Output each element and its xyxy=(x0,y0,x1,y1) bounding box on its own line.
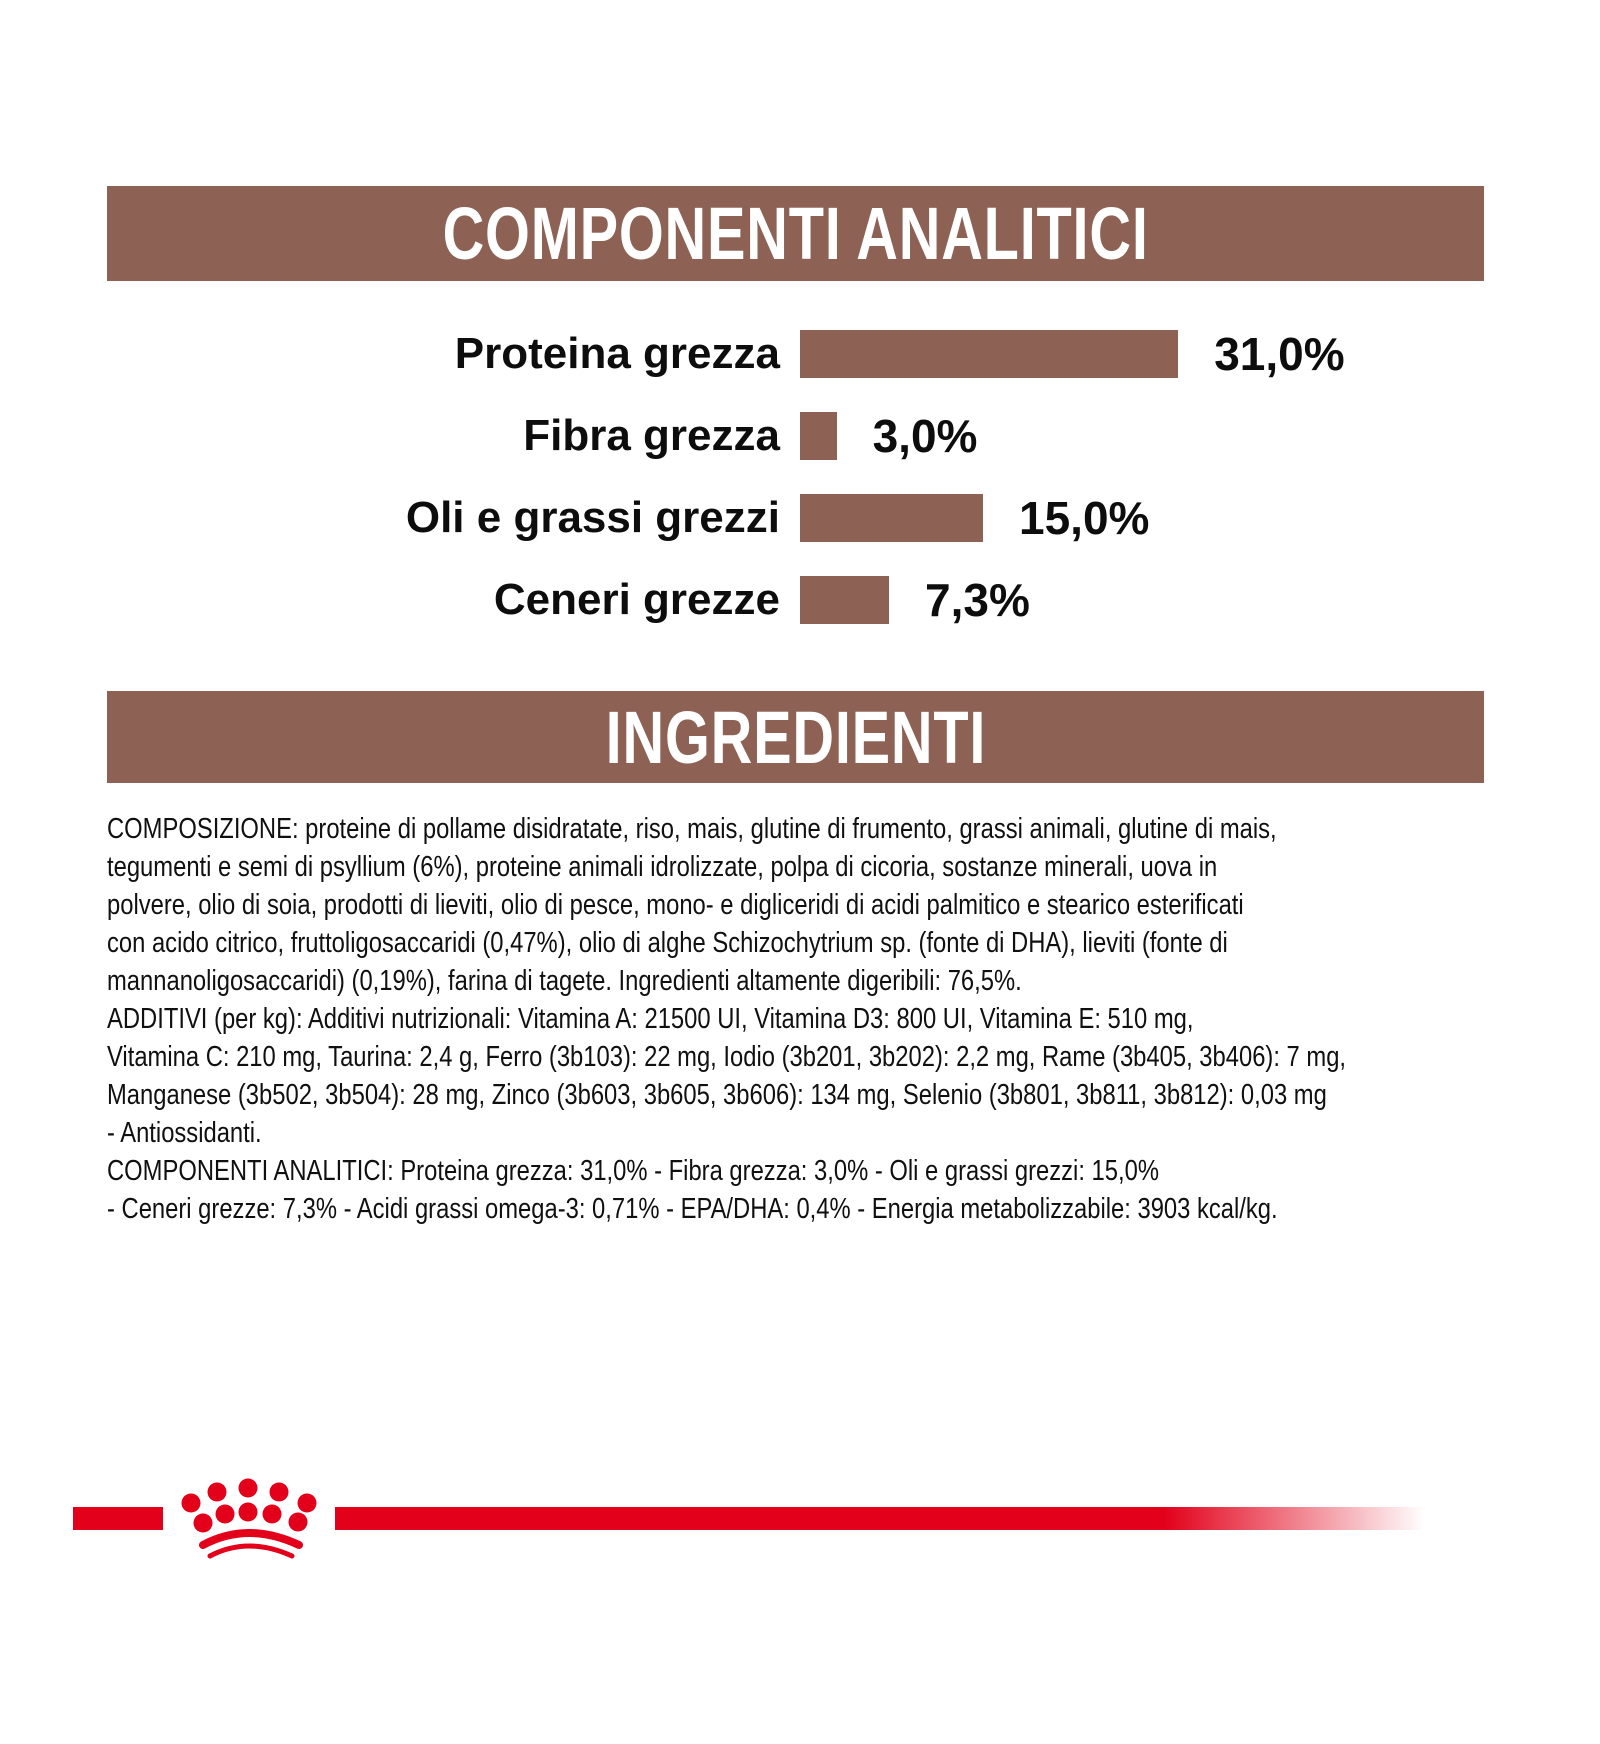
ingredients-text-line: - Ceneri grezze: 7,3% - Acidi grassi ome… xyxy=(107,1193,1278,1225)
chart-row-value: 7,3% xyxy=(925,574,1030,626)
ingredients-text-line: con acido citrico, fruttoligosaccaridi (… xyxy=(107,927,1228,959)
ingredients-section-title: INGREDIENTI xyxy=(605,695,986,779)
ingredients-text-line: Manganese (3b502, 3b504): 28 mg, Zinco (… xyxy=(107,1079,1327,1111)
ingredients-text-line: Vitamina C: 210 mg, Taurina: 2,4 g, Ferr… xyxy=(107,1041,1347,1073)
analytics-section-header: COMPONENTI ANALITICI xyxy=(107,186,1484,281)
chart-bar xyxy=(800,576,890,624)
chart-row-value: 3,0% xyxy=(872,410,978,462)
royal-canin-crown-icon xyxy=(178,1475,322,1567)
ingredients-text-line: COMPOSIZIONE: proteine di pollame disidr… xyxy=(107,813,1277,845)
chart-row-label: Ceneri grezze xyxy=(493,575,780,624)
chart-bar xyxy=(800,494,983,542)
ingredients-text-line: - Antiossidanti. xyxy=(107,1117,262,1149)
analytics-section-title: COMPONENTI ANALITICI xyxy=(442,192,1149,275)
chart-row: Fibra grezza 3,0% xyxy=(0,410,1600,462)
chart-bar xyxy=(800,412,837,460)
ingredients-text-line: polvere, olio di soia, prodotti di lievi… xyxy=(107,889,1244,921)
footer-red-line-right xyxy=(335,1507,1425,1530)
ingredients-section-header: INGREDIENTI xyxy=(107,691,1484,783)
chart-row: Ceneri grezze 7,3% xyxy=(0,574,1600,626)
ingredients-text-line: COMPONENTI ANALITICI: Proteina grezza: 3… xyxy=(107,1155,1159,1187)
ingredients-text-line: ADDITIVI (per kg): Additivi nutrizionali… xyxy=(107,1003,1194,1035)
ingredients-paragraph: COMPOSIZIONE: proteine di pollame disidr… xyxy=(107,810,1547,1228)
ingredients-text-line: mannanoligosaccaridi) (0,19%), farina di… xyxy=(107,965,1022,997)
ingredients-text-line: tegumenti e semi di psyllium (6%), prote… xyxy=(107,851,1218,883)
chart-bar xyxy=(800,330,1179,378)
chart-row-value: 31,0% xyxy=(1214,328,1345,380)
chart-row-label: Proteina grezza xyxy=(454,329,780,378)
footer-red-line-left xyxy=(73,1507,163,1530)
analytics-bar-chart: Proteina grezza 31,0% Fibra grezza 3,0% Oli … xyxy=(0,328,1600,658)
chart-row: Oli e grassi grezzi 15,0% xyxy=(0,492,1600,544)
chart-row-label: Oli e grassi grezzi xyxy=(405,493,780,542)
chart-row-value: 15,0% xyxy=(1019,492,1150,544)
crown-svg xyxy=(181,1478,317,1559)
chart-row-label: Fibra grezza xyxy=(523,411,780,460)
chart-row: Proteina grezza 31,0% xyxy=(0,328,1600,380)
